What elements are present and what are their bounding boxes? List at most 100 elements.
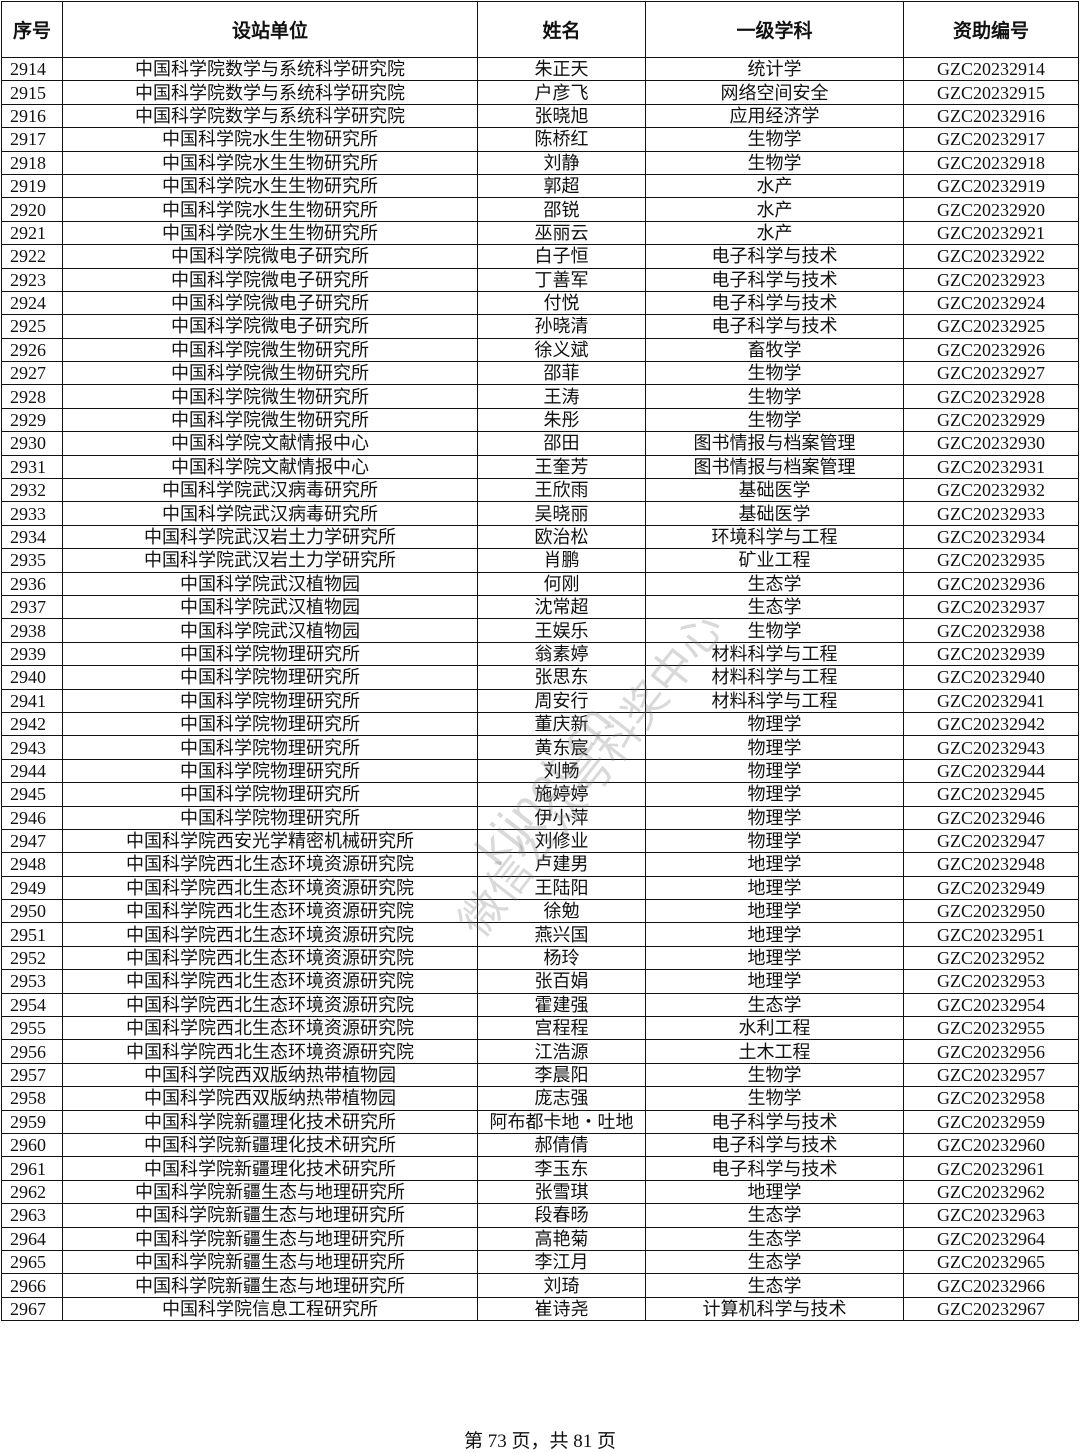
cell-seq: 2921 bbox=[1, 220, 63, 246]
cell-subject: 地理学 bbox=[645, 922, 904, 947]
cell-seq: 2951 bbox=[1, 922, 63, 947]
cell-seq: 2914 bbox=[1, 56, 63, 82]
cell-name: 付悦 bbox=[477, 290, 646, 316]
table-row: 2936 中国科学院武汉植物园 何刚 生态学 GZC20232936 bbox=[1, 571, 1079, 596]
header-seq: 序号 bbox=[1, 1, 63, 58]
table-row: 2964 中国科学院新疆生态与地理研究所 高艳菊 生态学 GZC20232964 bbox=[1, 1226, 1079, 1251]
cell-subject: 物理学 bbox=[645, 711, 904, 737]
cell-seq: 2929 bbox=[1, 407, 63, 433]
cell-seq: 2930 bbox=[1, 431, 63, 456]
cell-subject: 材料科学与工程 bbox=[645, 688, 904, 713]
cell-subject: 电子科学与技术 bbox=[645, 1156, 904, 1181]
cell-name: 高艳菊 bbox=[477, 1226, 646, 1251]
cell-seq: 2938 bbox=[1, 618, 63, 643]
cell-unit: 中国科学院武汉病毒研究所 bbox=[62, 501, 478, 526]
cell-unit: 中国科学院新疆理化技术研究所 bbox=[62, 1156, 478, 1181]
cell-seq: 2961 bbox=[1, 1156, 63, 1181]
cell-subject: 基础医学 bbox=[645, 478, 904, 503]
cell-name: 王陆阳 bbox=[477, 875, 646, 901]
cell-grant-id: GZC20232943 bbox=[903, 735, 1079, 760]
cell-name: 卢建男 bbox=[477, 852, 646, 877]
cell-subject: 地理学 bbox=[645, 969, 904, 994]
header-subject: 一级学科 bbox=[645, 1, 904, 58]
cell-grant-id: GZC20232963 bbox=[903, 1203, 1079, 1228]
cell-subject: 物理学 bbox=[645, 758, 904, 784]
cell-seq: 2964 bbox=[1, 1226, 63, 1251]
cell-subject: 地理学 bbox=[645, 852, 904, 877]
table-row: 2956 中国科学院西北生态环境资源研究院 江浩源 土木工程 GZC20232956 bbox=[1, 1039, 1079, 1064]
cell-seq: 2941 bbox=[1, 688, 63, 713]
table-row: 2932 中国科学院武汉病毒研究所 王欣雨 基础医学 GZC20232932 bbox=[1, 478, 1079, 503]
table-row: 2955 中国科学院西北生态环境资源研究院 宫程程 水利工程 GZC20232955 bbox=[1, 1016, 1079, 1041]
cell-unit: 中国科学院物理研究所 bbox=[62, 688, 478, 713]
cell-seq: 2960 bbox=[1, 1132, 63, 1158]
cell-seq: 2918 bbox=[1, 150, 63, 175]
cell-unit: 中国科学院新疆生态与地理研究所 bbox=[62, 1273, 478, 1298]
cell-subject: 水利工程 bbox=[645, 1016, 904, 1041]
cell-unit: 中国科学院新疆生态与地理研究所 bbox=[62, 1179, 478, 1205]
cell-name: 邵田 bbox=[477, 431, 646, 456]
cell-subject: 电子科学与技术 bbox=[645, 314, 904, 339]
cell-grant-id: GZC20232947 bbox=[903, 828, 1079, 854]
table-row: 2960 中国科学院新疆理化技术研究所 郝倩倩 电子科学与技术 GZC20232960 bbox=[1, 1132, 1079, 1158]
cell-name: 巫丽云 bbox=[477, 220, 646, 246]
cell-subject: 生物学 bbox=[645, 361, 904, 386]
cell-seq: 2955 bbox=[1, 1016, 63, 1041]
cell-subject: 水产 bbox=[645, 173, 904, 199]
cell-unit: 中国科学院武汉岩土力学研究所 bbox=[62, 524, 478, 550]
table-row: 2954 中国科学院西北生态环境资源研究院 霍建强 生态学 GZC20232954 bbox=[1, 992, 1079, 1018]
table-row: 2943 中国科学院物理研究所 黄东宸 物理学 GZC20232943 bbox=[1, 735, 1079, 760]
table-row: 2939 中国科学院物理研究所 翁素婷 材料科学与工程 GZC20232939 bbox=[1, 641, 1079, 667]
cell-grant-id: GZC20232928 bbox=[903, 384, 1079, 409]
cell-grant-id: GZC20232959 bbox=[903, 1109, 1079, 1134]
table-row: 2967 中国科学院信息工程研究所 崔诗尧 计算机科学与技术 GZC20232967 bbox=[1, 1296, 1079, 1322]
cell-name: 阿布都卡地・吐地 bbox=[477, 1109, 646, 1134]
cell-name: 黄东宸 bbox=[477, 735, 646, 760]
cell-grant-id: GZC20232923 bbox=[903, 267, 1079, 292]
cell-seq: 2966 bbox=[1, 1273, 63, 1298]
cell-seq: 2958 bbox=[1, 1086, 63, 1111]
cell-seq: 2922 bbox=[1, 244, 63, 269]
cell-seq: 2943 bbox=[1, 735, 63, 760]
cell-name: 伊小萍 bbox=[477, 805, 646, 830]
cell-unit: 中国科学院西北生态环境资源研究院 bbox=[62, 945, 478, 971]
table-row: 2919 中国科学院水生生物研究所 郭超 水产 GZC20232919 bbox=[1, 173, 1079, 199]
cell-subject: 生物学 bbox=[645, 384, 904, 409]
cell-seq: 2917 bbox=[1, 127, 63, 152]
cell-grant-id: GZC20232922 bbox=[903, 244, 1079, 269]
table-row: 2921 中国科学院水生生物研究所 巫丽云 水产 GZC20232921 bbox=[1, 220, 1079, 246]
table-row: 2965 中国科学院新疆生态与地理研究所 李江月 生态学 GZC20232965 bbox=[1, 1249, 1079, 1275]
cell-name: 何刚 bbox=[477, 571, 646, 596]
cell-unit: 中国科学院西北生态环境资源研究院 bbox=[62, 969, 478, 994]
cell-seq: 2952 bbox=[1, 945, 63, 971]
cell-unit: 中国科学院数学与系统科学研究院 bbox=[62, 80, 478, 105]
table-row: 2930 中国科学院文献情报中心 邵田 图书情报与档案管理 GZC20232930 bbox=[1, 431, 1079, 456]
cell-subject: 网络空间安全 bbox=[645, 80, 904, 105]
cell-seq: 2967 bbox=[1, 1296, 63, 1322]
cell-unit: 中国科学院水生生物研究所 bbox=[62, 197, 478, 222]
cell-grant-id: GZC20232937 bbox=[903, 594, 1079, 620]
cell-unit: 中国科学院微电子研究所 bbox=[62, 244, 478, 269]
table-row: 2926 中国科学院微生物研究所 徐义斌 畜牧学 GZC20232926 bbox=[1, 337, 1079, 363]
cell-subject: 环境科学与工程 bbox=[645, 524, 904, 550]
cell-name: 邵锐 bbox=[477, 197, 646, 222]
cell-seq: 2959 bbox=[1, 1109, 63, 1134]
cell-name: 江浩源 bbox=[477, 1039, 646, 1064]
cell-name: 段春旸 bbox=[477, 1203, 646, 1228]
cell-seq: 2920 bbox=[1, 197, 63, 222]
cell-name: 邵菲 bbox=[477, 361, 646, 386]
table-row: 2951 中国科学院西北生态环境资源研究院 燕兴国 地理学 GZC20232951 bbox=[1, 922, 1079, 947]
table-row: 2928 中国科学院微生物研究所 王涛 生物学 GZC20232928 bbox=[1, 384, 1079, 409]
table-row: 2944 中国科学院物理研究所 刘畅 物理学 GZC20232944 bbox=[1, 758, 1079, 784]
cell-subject: 地理学 bbox=[645, 875, 904, 901]
cell-seq: 2937 bbox=[1, 594, 63, 620]
table-row: 2948 中国科学院西北生态环境资源研究院 卢建男 地理学 GZC20232948 bbox=[1, 852, 1079, 877]
cell-unit: 中国科学院西北生态环境资源研究院 bbox=[62, 852, 478, 877]
cell-subject: 电子科学与技术 bbox=[645, 267, 904, 292]
cell-unit: 中国科学院微电子研究所 bbox=[62, 290, 478, 316]
cell-unit: 中国科学院西北生态环境资源研究院 bbox=[62, 992, 478, 1018]
table-row: 2966 中国科学院新疆生态与地理研究所 刘琦 生态学 GZC20232966 bbox=[1, 1273, 1079, 1298]
cell-subject: 应用经济学 bbox=[645, 103, 904, 129]
cell-unit: 中国科学院西双版纳热带植物园 bbox=[62, 1086, 478, 1111]
cell-name: 陈桥红 bbox=[477, 127, 646, 152]
